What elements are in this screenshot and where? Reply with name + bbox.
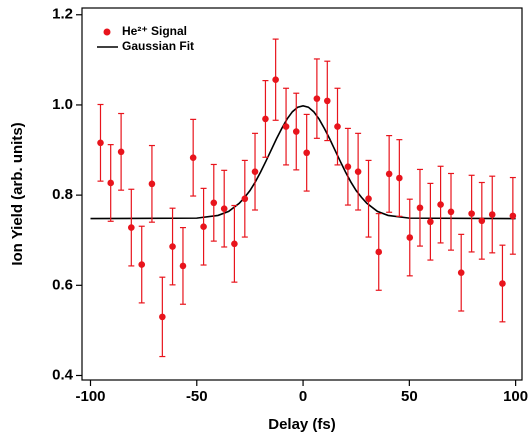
data-point	[354, 168, 362, 175]
data-point	[107, 179, 114, 187]
x-tick-label: -100	[75, 388, 105, 405]
data-point	[509, 212, 517, 220]
data-point	[334, 123, 341, 130]
data-point	[447, 208, 455, 216]
y-tick-label: 0.4	[52, 366, 74, 383]
x-axis-label: Delay (fs)	[268, 416, 336, 433]
data-point	[251, 168, 259, 175]
data-point	[437, 201, 444, 208]
data-point	[499, 280, 506, 287]
data-point	[210, 199, 218, 207]
data-point	[457, 269, 465, 276]
data-point	[488, 211, 496, 218]
data-point	[375, 248, 383, 256]
fit-line	[90, 105, 516, 220]
data-point	[231, 240, 238, 248]
data-point	[427, 218, 434, 226]
data-point	[468, 210, 475, 217]
legend-swatch	[103, 28, 111, 36]
data-point	[344, 163, 352, 171]
data-point	[241, 195, 249, 203]
y-tick-label: 1.0	[52, 96, 73, 113]
data-point	[365, 195, 372, 203]
data-point	[385, 170, 393, 178]
data-point	[138, 261, 146, 268]
data-point	[117, 148, 125, 156]
y-tick-label: 0.8	[52, 186, 73, 203]
x-tick-label: 0	[299, 388, 307, 405]
data-point	[282, 123, 290, 130]
y-tick-label: 1.2	[52, 6, 73, 23]
data-point	[292, 128, 300, 135]
x-tick-label: -50	[186, 388, 208, 405]
data-point	[272, 76, 279, 83]
x-tick-label: 50	[401, 388, 418, 405]
data-point	[189, 154, 197, 162]
data-point	[262, 115, 269, 123]
data-point	[313, 95, 321, 102]
data-point	[416, 204, 424, 212]
x-tick-label: 100	[503, 388, 528, 405]
data-point	[97, 139, 104, 147]
y-axis-label: Ion Yield (arb. units)	[9, 122, 26, 265]
data-point	[406, 234, 414, 241]
data-point	[478, 217, 486, 225]
legend-label: Gaussian Fit	[122, 39, 194, 53]
plot-frame	[81, 7, 523, 381]
data-point	[159, 313, 166, 321]
data-point	[220, 205, 228, 212]
data-point	[179, 262, 187, 270]
legend-label: He²⁺ Signal	[122, 24, 187, 38]
data-point	[148, 180, 156, 188]
data-point	[303, 149, 310, 157]
data-point	[396, 174, 403, 182]
y-tick-label: 0.6	[52, 276, 73, 293]
data-point	[169, 243, 176, 250]
data-point	[323, 97, 331, 105]
data-point	[200, 223, 207, 230]
data-point	[128, 224, 135, 231]
